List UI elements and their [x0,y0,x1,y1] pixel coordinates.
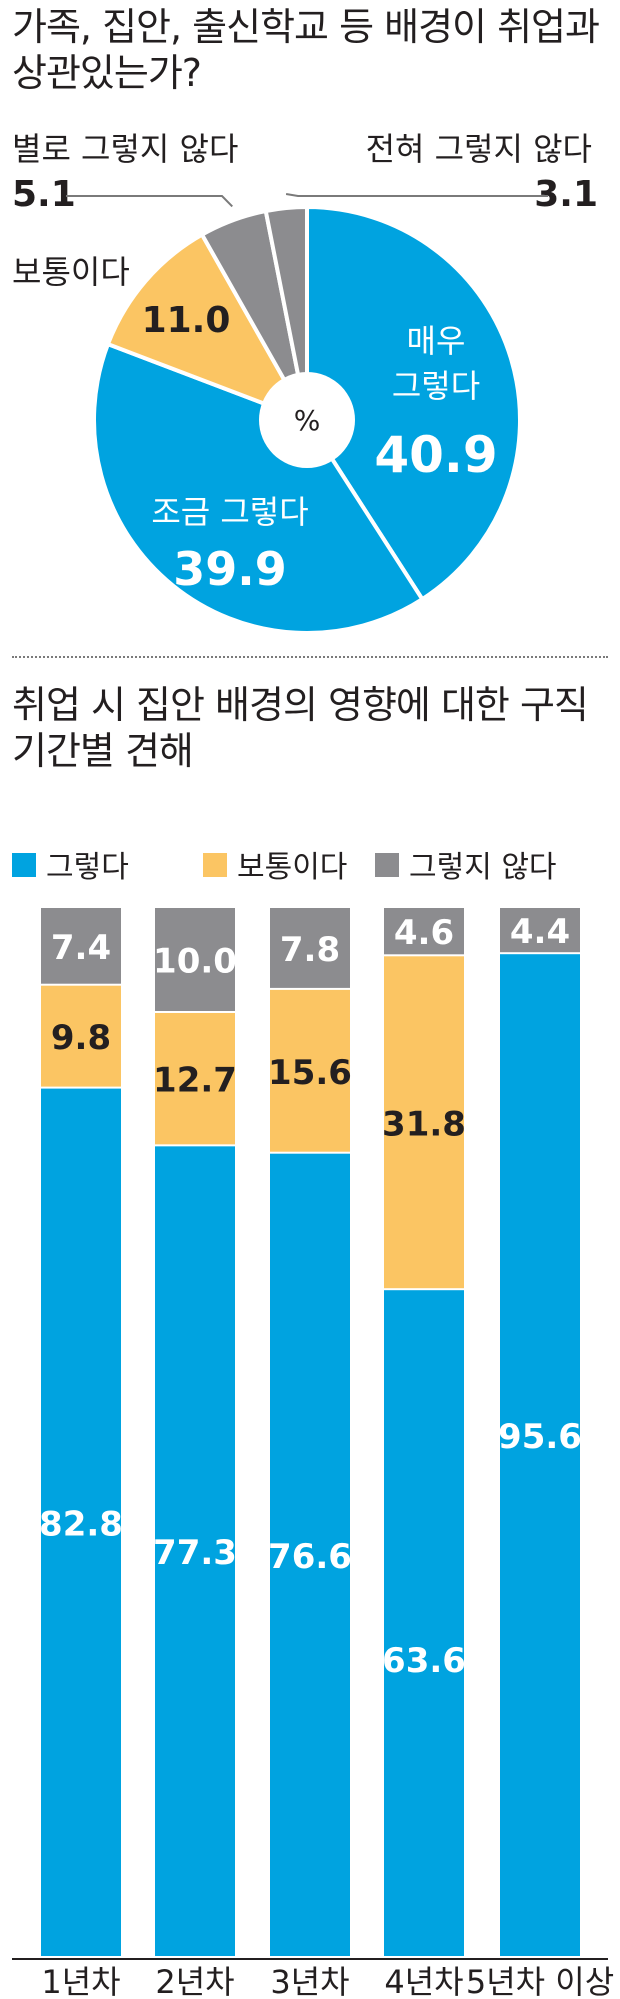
slice-label-byeollo: 별로 그렇지 않다 [12,130,238,168]
bar-value-label: 95.6 [498,1417,582,1457]
stacked-bar-chart: 그렇다 보통이다 그렇지 않다 82.8 9.8 7.4 1년차 77.3 12.7 10.0 2년… [12,850,614,1999]
bar-value-label: 4.4 [510,912,570,952]
leader-line [285,193,548,197]
leader-line [66,195,233,208]
x-tick-label: 3년차 [270,1963,349,1999]
slice-value-maeu: 40.9 [374,426,497,484]
bar-segment [155,908,235,1011]
bar-segment [270,989,350,1152]
bar-value-label: 63.6 [382,1641,466,1681]
bar-segment [41,985,121,1087]
bar-segment [270,1153,350,1956]
x-tick-label: 2년차 [155,1963,234,1999]
pie-unit-label: % [294,404,321,437]
bar-value-label: 10.0 [153,942,237,982]
legend-label: 그렇다 [46,850,129,885]
bar-value-label: 31.8 [382,1104,466,1144]
x-tick-label: 4년차 [384,1963,463,1999]
slice-label-maeu: 매우 [407,322,466,360]
bar-segment [41,908,121,984]
pie-slice [263,205,309,422]
bar-segment [41,1088,121,1956]
pie-slice [92,342,425,635]
bar-value-label: 4.6 [394,913,454,953]
legend-label: 보통이다 [237,850,347,885]
bar-chart-title: 취업 시 집안 배경의 영향에 대한 구직기간별 견해 [12,683,589,773]
slice-value-byeollo: 5.1 [12,174,76,215]
bar-segment [384,1290,464,1956]
legend-swatch [12,853,36,877]
bar-segment [384,908,464,955]
slice-value-botong: 11.0 [142,300,231,341]
bar-value-label: 7.4 [51,928,111,968]
bar-segment [155,1146,235,1956]
legend-swatch [203,853,227,877]
bar-segment [500,954,580,1956]
section-divider [12,656,608,658]
bar-segment [270,908,350,988]
bar-value-label: 82.8 [39,1504,123,1544]
x-tick-label: 5년차 이상 [466,1963,614,1999]
bar-value-label: 15.6 [268,1053,352,1093]
bar-segment [500,908,580,953]
pie-slice [105,232,309,422]
pie-center-hole [259,372,355,468]
x-tick-label: 1년차 [41,1963,120,1999]
bar-value-label: 76.6 [268,1537,352,1577]
slice-label-jogeum: 조금 그렇다 [151,493,308,531]
slice-label-botong: 보통이다 [12,253,130,291]
legend-label: 그렇지 않다 [409,850,557,885]
bar-segment [384,956,464,1289]
slice-label-jeonhyeo: 전혀 그렇지 않다 [366,130,592,168]
bar-value-label: 7.8 [280,930,340,970]
slice-value-jeonhyeo: 3.1 [534,174,598,215]
bar-value-label: 12.7 [153,1061,237,1101]
pie-chart-title: 가족, 집안, 출신학교 등 배경이 취업과 상관있는가? [12,5,600,95]
bar-value-label: 77.3 [153,1533,237,1573]
slice-value-jogeum: 39.9 [173,542,287,596]
slice-label-maeu: 그렇다 [392,367,480,405]
legend-swatch [375,853,399,877]
bar-segment [155,1013,235,1145]
bar-value-label: 9.8 [51,1018,111,1058]
